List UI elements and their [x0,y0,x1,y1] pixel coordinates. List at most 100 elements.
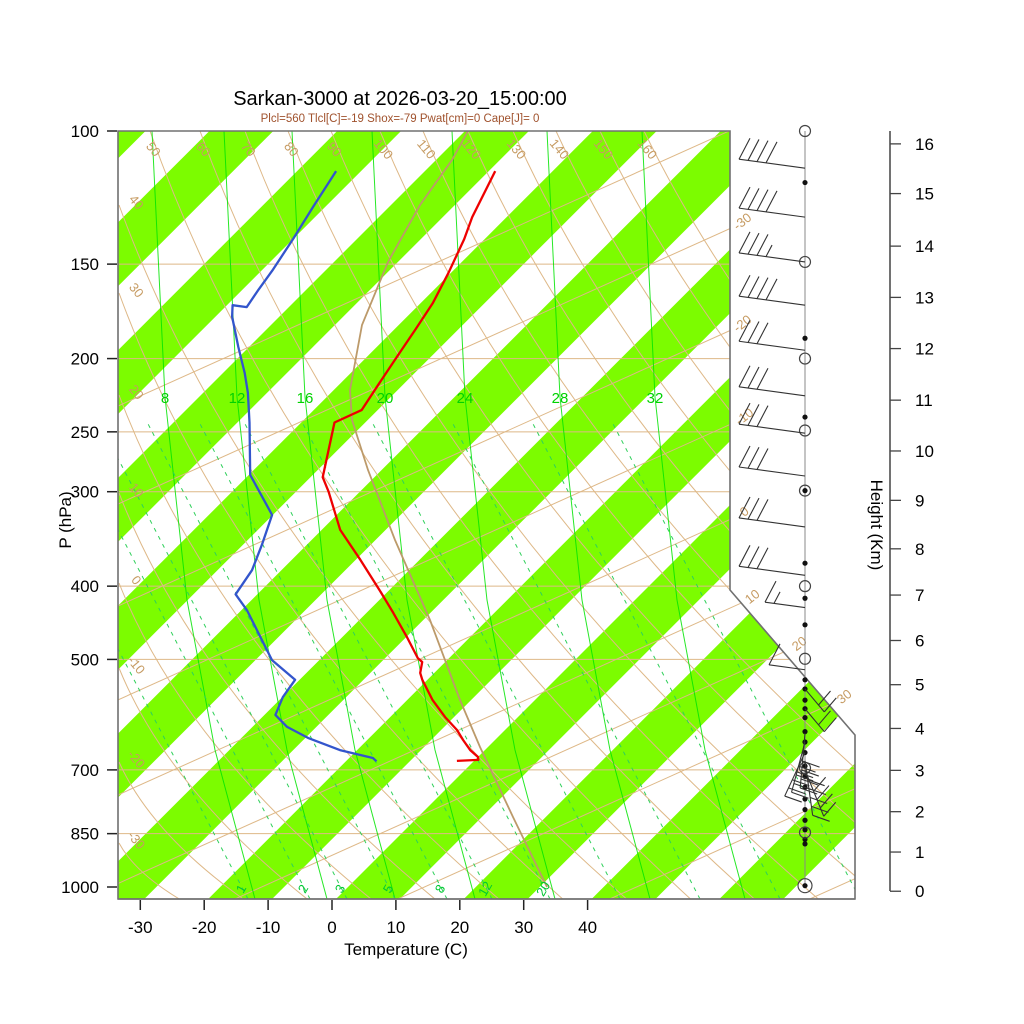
wind-barb [738,137,806,169]
wind-level-circle [798,826,812,839]
sounding-indices-subtitle: Plcl=560 Tlcl[C]=-19 Shox=-79 Pwat[cm]=0… [260,113,540,125]
pressure-tick-label: 200 [71,350,99,369]
svg-text:20: 20 [789,633,810,654]
svg-text:80: 80 [281,139,302,160]
height-tick-label: 3 [915,761,924,780]
wind-level-dot [802,807,808,813]
temperature-tick-label: -30 [128,918,153,937]
height-tick-label: 0 [915,882,924,901]
pressure-tick-label: 700 [71,761,99,780]
pressure-tick-label: 500 [71,650,99,669]
temperature-tick-label: 0 [327,918,336,937]
wind-barb [804,708,837,733]
wind-barb [804,688,837,713]
wind-barb [764,580,806,609]
wind-barb [738,231,806,263]
pressure-tick-label: 150 [71,255,99,274]
svg-text:12: 12 [229,390,246,407]
height-tick-label: 8 [915,540,924,559]
wind-level-circle [797,878,813,894]
temperature-axis-title: Temperature (C) [344,940,468,959]
wind-level-dot [802,729,808,735]
wind-level-circle [798,484,812,497]
svg-text:20: 20 [533,879,553,899]
wind-level-dot [802,560,808,566]
svg-text:10: 10 [742,586,763,607]
svg-text:30: 30 [126,280,147,301]
wind-barb [738,445,806,477]
temperature-tick-label: -20 [192,918,217,937]
wind-level-circle [798,352,812,365]
temperature-tick-label: 40 [578,918,597,937]
height-tick-label: 6 [915,632,924,651]
svg-text:50: 50 [143,139,164,160]
wind-barb [738,545,806,576]
height-tick-label: 1 [915,843,924,862]
height-tick-label: 9 [915,491,924,510]
wind-level-dot [802,697,808,703]
pressure-tick-label: 850 [71,825,99,844]
parcel-trace [349,131,548,888]
wind-barb [738,186,806,218]
pressure-tick-label: 1000 [61,878,99,897]
wind-level-dot [802,179,808,186]
wind-barb [768,643,806,671]
pressure-tick-label: 100 [71,122,99,141]
wind-level-dot [802,335,808,341]
wind-level-dot [802,841,808,847]
svg-text:24: 24 [457,390,474,407]
height-tick-label: 2 [915,803,924,822]
height-tick-label: 4 [915,719,924,738]
temperature-tick-label: 30 [514,918,533,937]
svg-text:16: 16 [297,390,314,407]
svg-text:3: 3 [332,882,349,896]
temperature-curve [321,170,497,763]
height-tick-label: 10 [915,442,934,461]
wind-level-circle [798,124,812,138]
height-tick-label: 14 [915,237,934,256]
height-axis-title: Height (Km) [867,479,886,571]
wind-level-dot [802,595,808,601]
shallow-adiabats [118,131,855,899]
wind-barb [738,365,806,397]
temperature-axis: -30 -20 -10 0 10 20 30 40 [118,898,855,937]
pressure-tick-label: 300 [71,483,99,502]
temperature-tick-label: 10 [386,918,405,937]
temperature-tick-label: -10 [256,918,281,937]
svg-text:20: 20 [377,390,394,407]
svg-text:-20: -20 [730,312,754,335]
wind-barb [738,274,806,306]
wind-level-dot [802,622,808,628]
wind-level-dot [802,883,808,889]
wind-level-dot [802,817,808,823]
svg-text:8: 8 [432,882,449,896]
svg-text:28: 28 [552,390,569,407]
wind-level-circle [798,255,812,269]
pressure-tick-label: 250 [71,423,99,442]
wind-level-dot [802,827,808,833]
wind-barb [804,760,830,822]
pressure-axis-title: P (hPa) [56,491,75,549]
pressure-tick-label: 400 [71,577,99,596]
page-title: Sarkan-3000 at 2026-03-20_15:00:00 [233,88,567,110]
height-tick-label: 12 [915,340,934,359]
svg-text:-30: -30 [730,210,754,233]
wind-level-dot [802,414,808,420]
wind-level-dot [802,715,808,721]
wind-barb [738,320,806,351]
svg-text:8: 8 [161,390,169,407]
wind-barb [738,496,806,528]
wind-level-dot [802,488,808,494]
dewpoint-curve [230,170,378,763]
wind-level-dot [802,677,808,683]
wind-level-circle [798,424,812,437]
wind-barb [804,769,837,817]
svg-text:2: 2 [295,882,312,896]
height-tick-label: 5 [915,676,924,695]
svg-text:12: 12 [475,879,495,899]
height-tick-label: 11 [915,391,933,410]
temperature-tick-label: 20 [450,918,469,937]
